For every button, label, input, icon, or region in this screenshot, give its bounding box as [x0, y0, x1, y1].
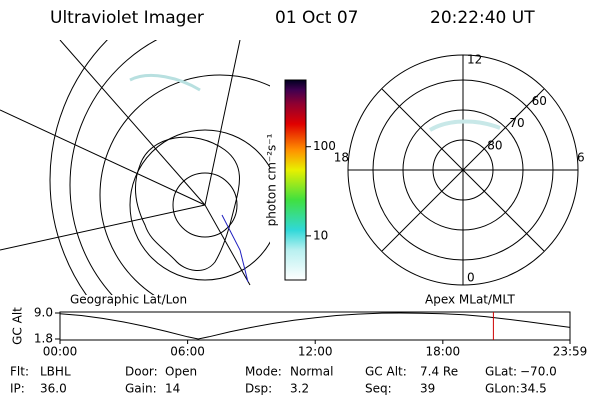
field-value: LBHL — [40, 365, 71, 379]
field-label: Seq: — [365, 382, 392, 396]
colorbar-tick-label: 100 — [313, 139, 336, 153]
field-label: Mode: — [245, 365, 282, 379]
colorbar-tick-label: 10 — [313, 228, 328, 242]
field-value: 7.4 Re — [420, 365, 458, 379]
field-label: IP: — [10, 382, 25, 396]
x-tick-label: 06:00 — [170, 345, 205, 359]
polar-grid — [347, 54, 579, 286]
x-tick-label: 18:00 — [426, 345, 461, 359]
field-label: Door: — [125, 365, 158, 379]
lat-label: 80 — [487, 138, 502, 152]
colorbar-label: photon cm⁻²s⁻¹ — [265, 133, 279, 226]
y-tick-label: 1.8 — [34, 332, 53, 346]
right-title: Apex MLat/MLT — [425, 293, 515, 307]
field-label: Dsp: — [245, 382, 272, 396]
field-value: Open — [165, 365, 197, 379]
mlt-label: 0 — [467, 271, 475, 285]
field-value: Normal — [290, 365, 333, 379]
field-label: GLon: — [485, 382, 520, 396]
x-tick-label: 23:59 — [553, 345, 588, 359]
x-tick-label: 12:00 — [298, 345, 333, 359]
lat-ring — [402, 109, 524, 231]
mlt-label: 18 — [334, 151, 349, 165]
y-label: GC Alt — [11, 307, 25, 345]
lat-ring — [432, 139, 494, 201]
x-tick-label: 00:00 — [43, 345, 78, 359]
field-label: GC Alt: — [365, 365, 407, 379]
mlt-label: 12 — [467, 53, 482, 67]
field-value: 39 — [420, 382, 435, 396]
field-label: Flt: — [10, 365, 29, 379]
time: 20:22:40 UT — [430, 8, 535, 28]
field-value: 36.0 — [40, 382, 67, 396]
field-value: 3.2 — [290, 382, 309, 396]
field-label: GLat: — [485, 365, 517, 379]
mlt-label: 6 — [577, 151, 585, 165]
field-value: 34.5 — [520, 382, 547, 396]
lat-label: 70 — [509, 116, 524, 130]
geographic-map — [0, 40, 270, 295]
colorbar — [284, 79, 307, 281]
date: 01 Oct 07 — [275, 8, 358, 28]
title: Ultraviolet Imager — [50, 8, 204, 28]
lat-ring — [372, 79, 554, 261]
field-label: Gain: — [125, 382, 157, 396]
field-value: 14 — [165, 382, 180, 396]
lat-label: 60 — [532, 94, 547, 108]
y-tick-label: 9.0 — [34, 306, 53, 320]
left-title: Geographic Lat/Lon — [70, 293, 187, 307]
field-value: −70.0 — [520, 365, 557, 379]
altitude-curve — [59, 312, 571, 340]
